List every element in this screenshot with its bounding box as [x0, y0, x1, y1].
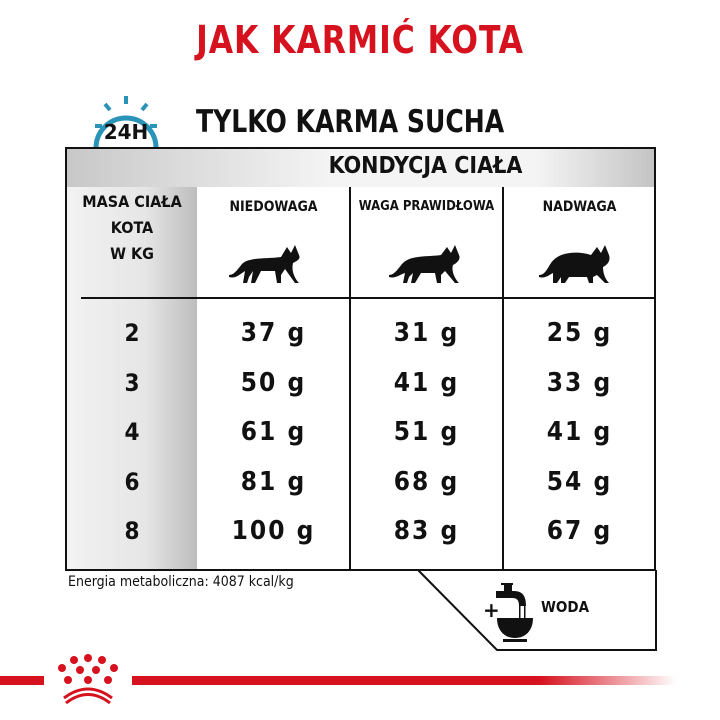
portion-cell: 25 g [546, 318, 613, 348]
plus-sign: + [483, 598, 500, 622]
brand-red-bar [0, 676, 720, 685]
portion-cell: 100 g [231, 516, 316, 546]
portion-cell: 61 g [240, 417, 307, 447]
portion-cell: 37 g [240, 318, 307, 348]
portion-cell: 31 g [393, 318, 460, 348]
normal-cat-icon [389, 245, 460, 283]
portion-cell: 67 g [546, 516, 613, 546]
weight-kg-cell: 2 [124, 319, 140, 347]
feeding-table: KONDYCJA CIAŁA MASA CIAŁA KOTA W KG NIED… [65, 147, 656, 571]
metabolic-energy: Energia metaboliczna: 4087 kcal/kg [68, 574, 294, 590]
weight-kg-cell: 6 [124, 467, 140, 496]
portion-cell: 50 g [240, 367, 307, 398]
portion-cell: 54 g [546, 466, 613, 497]
header-line: MASA CIAŁA [82, 192, 182, 211]
portion-cell: 41 g [546, 417, 613, 447]
overweight-cat-icon [539, 245, 610, 283]
body-condition-header: KONDYCJA CIAŁA [328, 153, 523, 179]
portion-cell: 83 g [393, 516, 460, 546]
header-line: KOTA [110, 218, 154, 237]
thin-cat-icon [229, 245, 300, 283]
weight-kg-cell: 3 [124, 368, 140, 397]
portion-cell: 33 g [546, 367, 613, 398]
weight-column-header: MASA CIAŁA KOTA W KG [67, 189, 197, 267]
column-overweight: NADWAGA [542, 199, 617, 215]
portion-cell: 41 g [393, 367, 460, 398]
weight-column-bg [67, 187, 197, 569]
water-tap-bowl-icon [496, 583, 533, 642]
water-label: WODA [541, 598, 590, 616]
portion-cell: 68 g [393, 466, 460, 497]
column-underweight: NIEDOWAGA [229, 199, 318, 215]
column-normal-weight: WAGA PRAWIDŁOWA [358, 199, 495, 214]
header-line: W KG [110, 244, 154, 263]
column-divider [502, 187, 504, 571]
portion-cell: 81 g [240, 466, 307, 497]
weight-kg-cell: 8 [124, 517, 140, 545]
table-header-band [67, 149, 654, 187]
portion-cell: 51 g [393, 417, 460, 447]
subtitle: TYLKO KARMA SUCHA [196, 104, 505, 140]
header-separator [81, 297, 654, 299]
royal-canin-crown-logo [58, 654, 118, 705]
clock-24h-icon: 24H [93, 96, 159, 149]
page-title: JAK KARMIĆ KOTA [196, 18, 524, 62]
weight-kg-cell: 4 [124, 418, 140, 446]
column-divider [349, 187, 351, 571]
clock-label: 24H [104, 120, 149, 144]
